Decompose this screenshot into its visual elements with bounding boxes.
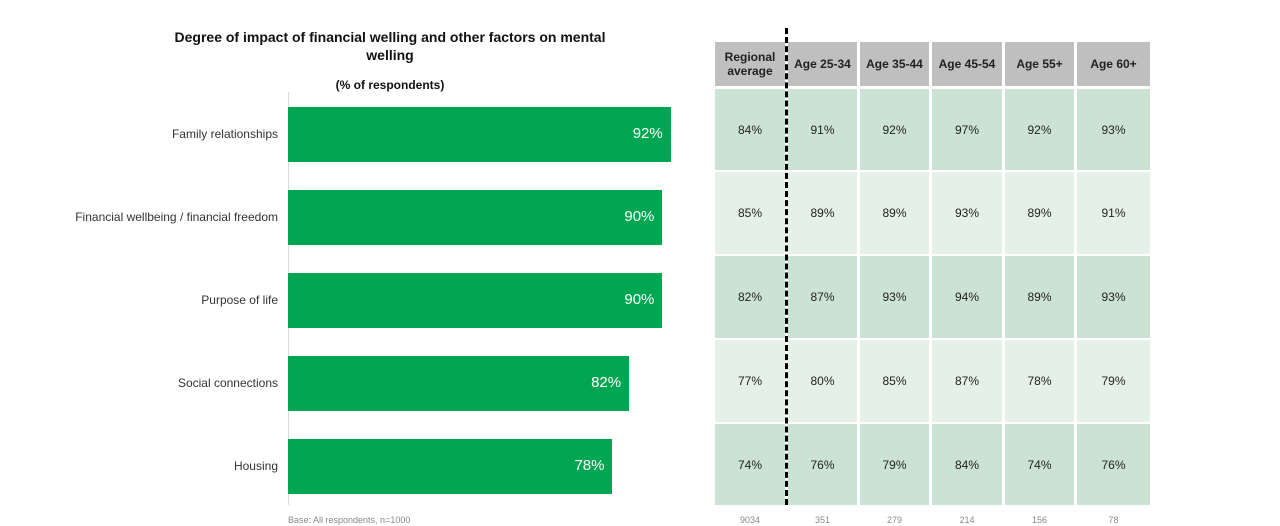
table-cell: 93% [1077,256,1150,338]
column-header: Age 25-34 [788,42,857,86]
table-cell: 85% [715,172,785,254]
table-cell: 79% [1077,340,1150,422]
table-cell: 82% [715,256,785,338]
column-header: Age 45-54 [932,42,1002,86]
bar-data-label: 90% [624,208,655,225]
table-cell: 76% [1077,424,1150,505]
table-cell: 91% [1077,172,1150,254]
table-cell: 89% [788,172,857,254]
category-label: Financial wellbeing / financial freedom [75,210,278,224]
category-label: Social connections [177,376,278,390]
table-cell: 93% [1077,89,1150,170]
table-cell: 85% [860,340,929,422]
bar [288,439,613,494]
column-header: Regional average [715,42,785,86]
category-label: Purpose of life [201,293,278,307]
table-cell: 89% [1005,256,1074,338]
category-label: Family relationships [171,127,278,141]
table-cell: 84% [715,89,785,170]
chart-title: Degree of impact of financial welling an… [174,29,606,63]
base-count: 214 [959,515,975,525]
base-count: 78 [1108,515,1119,525]
footnote: Base: All respondents, n=1000 [288,515,411,525]
table-cell: 93% [932,172,1002,254]
table-cell: 92% [1005,89,1074,170]
table-cell: 93% [860,256,929,338]
column-header: Age 55+ [1005,42,1074,86]
table-cell: 92% [860,89,929,170]
base-count: 9034 [739,515,761,525]
column-header: Age 35-44 [860,42,929,86]
bar [288,107,671,162]
chart-subtitle: (% of respondents) [335,78,445,92]
table-cell: 84% [932,424,1002,505]
table-cell: 78% [1005,340,1074,422]
table-cell: 76% [788,424,857,505]
category-label: Housing [233,459,278,473]
bar-data-label: 78% [574,457,605,474]
base-count: 351 [814,515,831,525]
table-cell: 97% [932,89,1002,170]
table-cell: 77% [715,340,785,422]
table-cell: 89% [1005,172,1074,254]
table-cell: 74% [715,424,785,505]
table-cell: 80% [788,340,857,422]
bar [288,190,663,245]
table-cell: 89% [860,172,929,254]
table-cell: 91% [788,89,857,170]
table-cell: 87% [932,340,1002,422]
table-divider [785,28,788,505]
table-cell: 87% [788,256,857,338]
bar [288,356,630,411]
base-count: 156 [1031,515,1048,525]
bar [288,273,663,328]
bar-data-label: 90% [624,291,655,308]
table-cell: 79% [860,424,929,505]
base-count: 279 [886,515,903,525]
table-cell: 94% [932,256,1002,338]
bar-data-label: 92% [632,125,663,142]
bar-data-label: 82% [591,374,622,391]
table-cell: 74% [1005,424,1074,505]
column-header: Age 60+ [1077,42,1150,86]
